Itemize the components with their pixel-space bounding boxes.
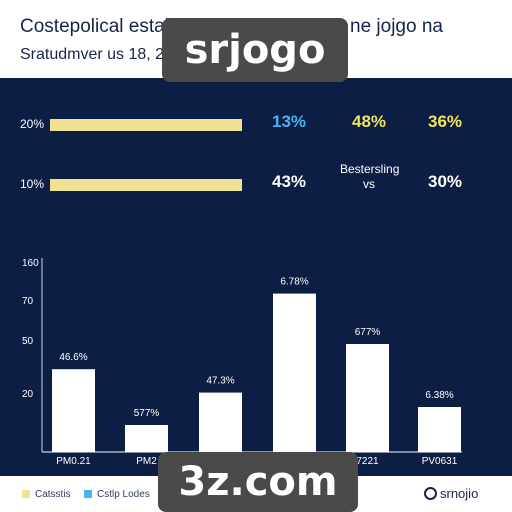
brand-name: srnojio — [440, 486, 479, 501]
brand-icon — [424, 487, 437, 500]
stat-value: 30% — [428, 172, 463, 191]
chart-title: Costepolical estaj — [20, 16, 169, 37]
bar-1 — [52, 369, 95, 452]
legend-swatch — [84, 490, 92, 498]
brand-logo: srnojio — [424, 486, 478, 501]
bar-data-label: 677% — [355, 327, 381, 338]
x-tick-label: 7221 — [356, 456, 379, 467]
y-tick-label: 70 — [22, 296, 34, 307]
x-tick-label: PM0.21 — [56, 456, 91, 467]
stat-row-2: 10% 43% 30% — [0, 170, 512, 200]
legend-item: Cstlp Lodes — [84, 489, 150, 500]
y-tick-label: 20 — [22, 389, 34, 400]
stat-bar — [50, 119, 243, 131]
chart-subtitle: Sratudmver us 18, 2 — [20, 46, 165, 63]
stat-value: 43% — [272, 172, 307, 191]
stat-bar — [50, 179, 243, 191]
compare-label: Bestersling vs — [340, 162, 400, 192]
bar-2 — [125, 425, 168, 452]
stat-value: 48% — [352, 112, 387, 131]
x-tick-label: PM2 — [136, 456, 157, 467]
legend-item: Catsstis — [22, 489, 71, 500]
y-tick-label: 50 — [22, 336, 34, 347]
stat-value: 36% — [428, 112, 463, 131]
x-tick-label: PV0631 — [422, 456, 458, 467]
legend-label: Catsstis — [35, 489, 71, 500]
y-tick-label: 160 — [22, 258, 39, 269]
stat-row-1: 20% 13% 48% 36% — [0, 110, 512, 140]
legend-swatch — [22, 490, 30, 498]
bar-3 — [199, 392, 242, 452]
bar-data-label: 577% — [134, 408, 160, 419]
bar-6 — [418, 407, 461, 452]
stat-row-label: 20% — [20, 117, 45, 131]
compare-line: Bestersling — [340, 162, 400, 176]
chart-title-tail: ne jojgo na — [350, 16, 443, 37]
bar-chart: 160 70 50 20 46.6% PM0.21 577% PM2 47.3% 6.78% 677… — [22, 258, 462, 467]
bar-data-label: 6.38% — [425, 390, 453, 401]
stat-row-label: 10% — [20, 177, 45, 191]
bar-data-label: 46.6% — [59, 352, 87, 363]
legend-label: Cstlp Lodes — [97, 489, 150, 500]
bar-data-label: 47.3% — [206, 376, 234, 387]
bar-data-label: 6.78% — [280, 277, 308, 288]
bar-4 — [273, 293, 316, 452]
compare-line: vs — [363, 177, 375, 191]
bar-5 — [346, 344, 389, 452]
watermark-bottom: 3z.com — [158, 452, 358, 512]
stat-value: 13% — [272, 112, 307, 131]
watermark-top: srjogo — [162, 18, 348, 82]
